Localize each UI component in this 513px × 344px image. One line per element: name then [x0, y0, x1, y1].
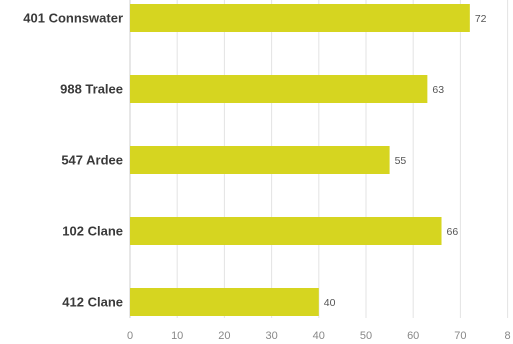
- value-labels: 72 63 55 66 40: [324, 13, 487, 309]
- bars: [130, 4, 470, 316]
- data-label: 63: [432, 84, 444, 96]
- x-tick-label: 50: [360, 330, 372, 342]
- bar: [130, 75, 428, 103]
- data-label: 66: [447, 226, 459, 238]
- x-tick-label: 30: [265, 330, 277, 342]
- bar: [130, 146, 390, 174]
- x-axis-ticks: 0 10 20 30 40 50 60 70 8: [127, 330, 511, 342]
- x-tick-label: 70: [454, 330, 466, 342]
- x-tick-label: 8: [505, 330, 511, 342]
- bar: [130, 4, 470, 32]
- x-tick-label: 60: [407, 330, 419, 342]
- category-label: 988 Tralee: [60, 82, 123, 97]
- category-label: 102 Clane: [62, 224, 123, 239]
- category-label: 401 Connswater: [23, 11, 123, 26]
- x-tick-label: 20: [218, 330, 230, 342]
- x-tick-label: 40: [313, 330, 325, 342]
- data-label: 55: [395, 155, 407, 167]
- bar: [130, 288, 319, 316]
- bar: [130, 217, 442, 245]
- data-label: 40: [324, 297, 336, 309]
- category-label: 547 Ardee: [61, 153, 123, 168]
- x-tick-label: 10: [171, 330, 183, 342]
- category-label: 412 Clane: [62, 295, 123, 310]
- x-tick-label: 0: [127, 330, 133, 342]
- category-labels: 401 Connswater 988 Tralee 547 Ardee 102 Cla…: [23, 11, 123, 310]
- data-label: 72: [475, 13, 487, 25]
